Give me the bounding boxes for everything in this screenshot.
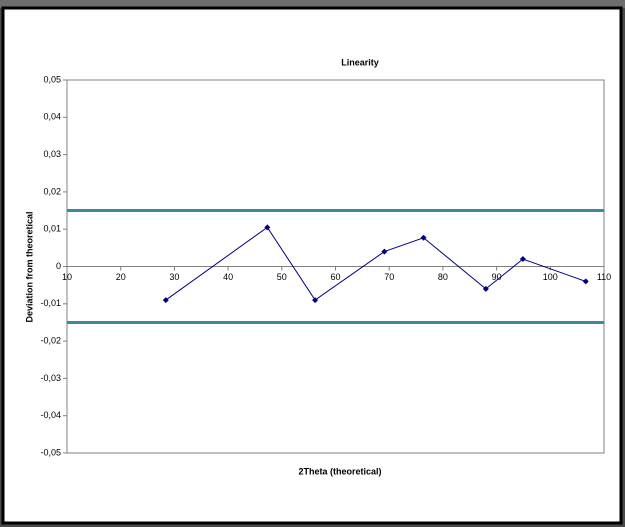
- y-tick-label: 0,03: [43, 149, 61, 159]
- x-tick-label: 40: [223, 272, 233, 282]
- data-point: [162, 297, 169, 304]
- y-tick-label: -0,04: [40, 410, 61, 420]
- y-tick-label: 0,04: [43, 112, 61, 122]
- y-tick-label: -0,05: [40, 447, 61, 457]
- y-tick-label: 0,05: [43, 74, 61, 84]
- x-tick-label: 110: [597, 272, 611, 282]
- x-tick-label: 30: [169, 272, 179, 282]
- data-line: [165, 226, 586, 301]
- x-tick-label: 10: [62, 272, 72, 282]
- chart-title: Linearity: [341, 57, 379, 67]
- y-tick-label: -0,03: [40, 373, 61, 383]
- x-tick-label: 20: [116, 272, 126, 282]
- data-point: [582, 278, 589, 285]
- x-tick-label: 80: [438, 272, 448, 282]
- window-top: [0, 0, 625, 8]
- data-point: [420, 234, 427, 241]
- x-tick-label: 90: [492, 272, 502, 282]
- y-tick-label: 0,01: [43, 224, 61, 234]
- x-tick-label: 70: [384, 272, 394, 282]
- data-point: [381, 248, 388, 255]
- y-tick-label: 0,02: [43, 186, 61, 196]
- data-point: [519, 256, 526, 263]
- data-point: [482, 285, 489, 292]
- x-tick-label: 60: [330, 272, 340, 282]
- y-tick-label: 0: [56, 261, 61, 271]
- x-axis-title: 2Theta (theoretical): [298, 466, 381, 476]
- x-tick-label: 50: [277, 272, 287, 282]
- y-axis-title: Deviation from theoretical: [24, 211, 34, 322]
- data-point: [312, 297, 319, 304]
- data-point: [264, 224, 271, 231]
- x-tick-label: 100: [543, 272, 558, 282]
- y-tick-label: -0,02: [40, 335, 61, 345]
- y-tick-label: -0,01: [40, 298, 61, 308]
- chart-area: [1, 6, 623, 525]
